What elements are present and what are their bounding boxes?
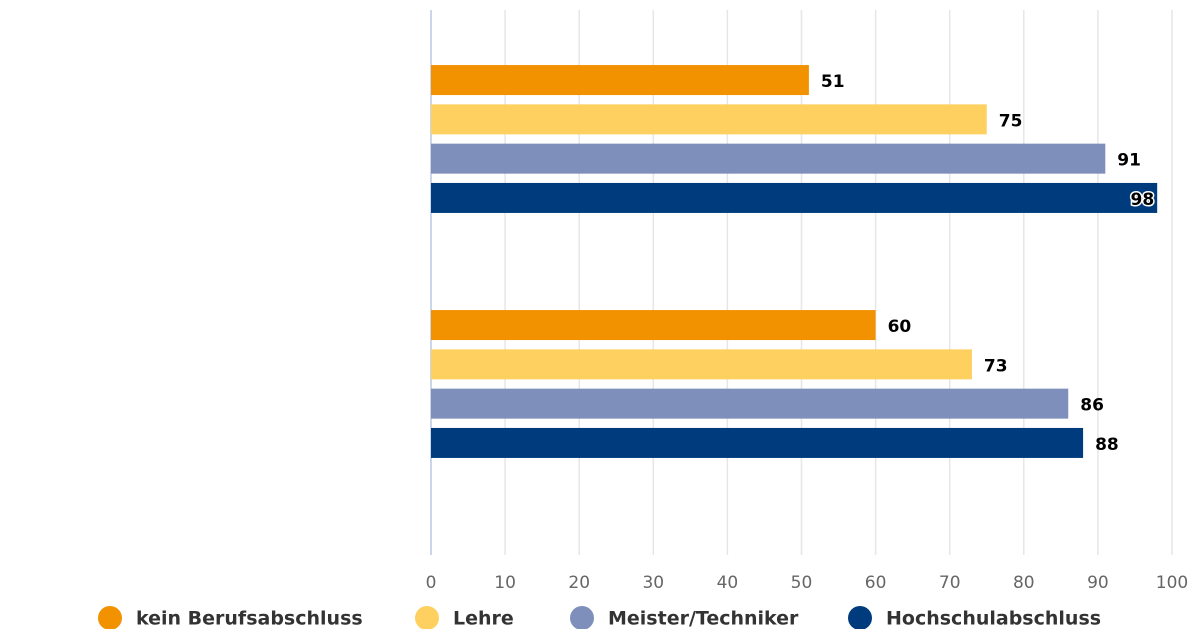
x-tick-label: 10 — [494, 573, 516, 593]
bar — [431, 182, 1158, 213]
bar — [431, 310, 876, 341]
x-tick-label: 40 — [717, 573, 739, 593]
value-label: 75 — [999, 111, 1023, 131]
legend-label: Hochschulabschluss — [886, 608, 1101, 629]
legend-label: Meister/Techniker — [608, 608, 799, 629]
legend-swatch — [848, 606, 872, 629]
legend-label: kein Berufsabschluss — [136, 608, 363, 629]
x-tick-label: 60 — [865, 573, 887, 593]
value-label: 51 — [821, 72, 845, 92]
value-label: 73 — [984, 356, 1008, 376]
legend-swatch — [98, 606, 122, 629]
x-tick-label: 70 — [939, 573, 961, 593]
bar — [431, 104, 987, 135]
x-tick-label: 30 — [642, 573, 664, 593]
legend-label: Lehre — [453, 608, 514, 629]
value-label: 88 — [1095, 435, 1119, 455]
value-label: 60 — [888, 317, 912, 337]
x-tick-label: 80 — [1013, 573, 1035, 593]
legend-swatch — [415, 606, 439, 629]
bar — [431, 143, 1106, 174]
x-tick-label: 50 — [791, 573, 813, 593]
x-tick-label: 20 — [568, 573, 590, 593]
legend-swatch — [570, 606, 594, 629]
value-label: 91 — [1117, 151, 1141, 171]
bar — [431, 388, 1069, 419]
bar — [431, 427, 1084, 458]
x-tick-label: 90 — [1087, 573, 1109, 593]
x-tick-label: 0 — [426, 573, 437, 593]
bar — [431, 65, 809, 96]
bar — [431, 349, 972, 380]
value-label: 86 — [1080, 396, 1104, 416]
x-tick-label: 100 — [1156, 573, 1188, 593]
value-label: 98 — [1131, 190, 1155, 210]
